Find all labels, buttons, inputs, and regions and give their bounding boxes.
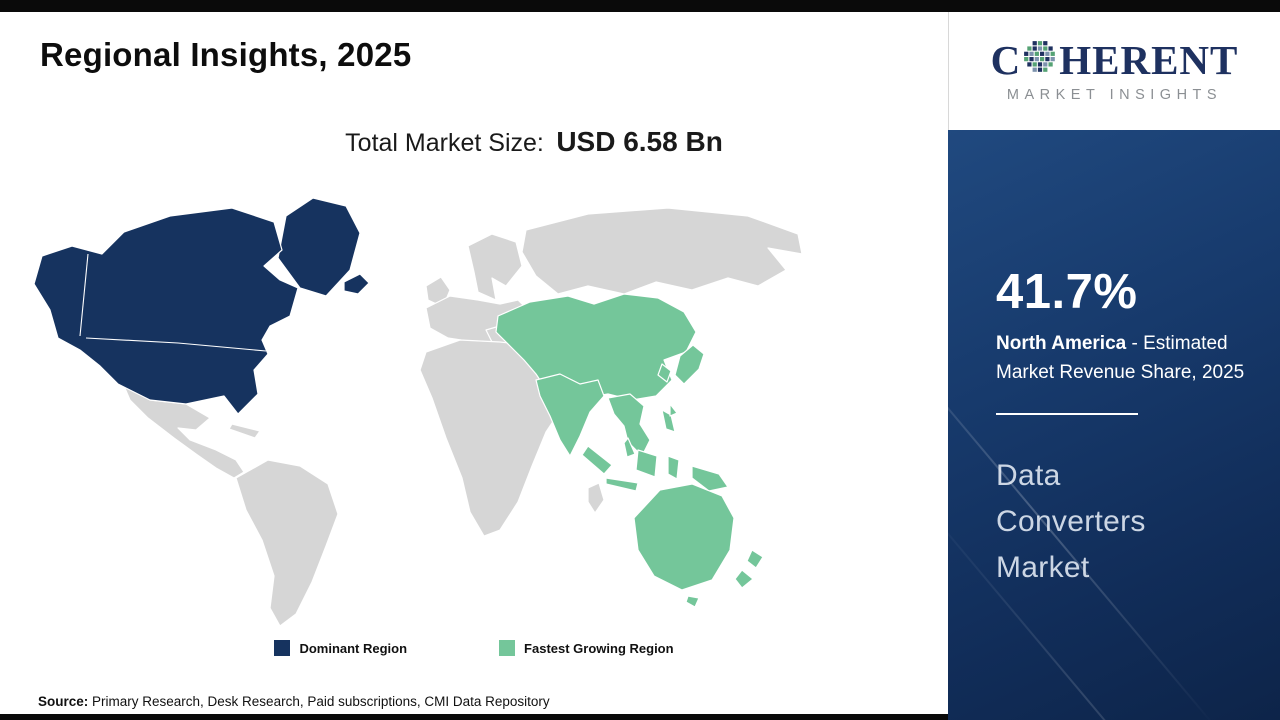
legend-item-dominant: Dominant Region bbox=[274, 640, 407, 656]
panel-divider bbox=[996, 413, 1138, 415]
dominant-region-label: Dominant Region bbox=[299, 640, 408, 656]
market-name-line-2: Converters bbox=[996, 504, 1146, 538]
country-iceland bbox=[343, 273, 370, 295]
total-market-size-label: Total Market Size: bbox=[345, 129, 544, 157]
right-sidebar: C HERENT MARKET INSIGHT bbox=[948, 12, 1280, 720]
country-mexico-central-america bbox=[123, 385, 245, 479]
region-indochina bbox=[607, 393, 651, 457]
region-asia-pacific-fastest-growing bbox=[495, 293, 764, 608]
island-taiwan bbox=[669, 403, 678, 417]
market-share-value: 41.7% bbox=[996, 265, 1138, 319]
country-australia bbox=[633, 483, 735, 591]
main-content-area: Regional Insights, 2025 Total Market Siz… bbox=[0, 12, 948, 720]
market-name-line-3: Market bbox=[996, 550, 1090, 584]
page-title: Regional Insights, 2025 bbox=[40, 36, 412, 73]
source-text: Primary Research, Desk Research, Paid su… bbox=[88, 694, 550, 709]
total-market-size: Total Market Size: USD 6.58 Bn bbox=[0, 126, 948, 158]
island-new-guinea bbox=[691, 465, 729, 492]
alaska-border bbox=[79, 253, 89, 337]
logo-letter-c: C bbox=[990, 37, 1022, 83]
map-legend: Dominant Region Fastest Growing Region bbox=[0, 640, 948, 656]
new-zealand-north bbox=[746, 549, 764, 569]
world-map bbox=[28, 188, 820, 640]
source-label: Source: bbox=[38, 694, 89, 709]
source-line: Source: Primary Research, Desk Research,… bbox=[38, 694, 550, 709]
region-name: North America bbox=[996, 333, 1127, 354]
stat-panel: 41.7% North America - Estimated Market R… bbox=[948, 130, 1280, 720]
island-sumatra bbox=[581, 445, 613, 475]
country-madagascar bbox=[587, 482, 605, 514]
island-java bbox=[605, 477, 639, 492]
logo-tagline: MARKET INSIGHTS bbox=[1006, 87, 1223, 103]
dominant-region-swatch bbox=[274, 640, 291, 656]
country-philippines bbox=[661, 409, 676, 433]
region-description: - Estimated Market Revenue Share, 2025 bbox=[996, 333, 1245, 383]
country-russia bbox=[521, 207, 803, 295]
market-name: Data Converters Market bbox=[996, 453, 1252, 591]
continent-south-america bbox=[235, 459, 339, 627]
top-border-bar bbox=[0, 0, 1280, 12]
island-borneo bbox=[635, 449, 658, 478]
total-market-size-value: USD 6.58 Bn bbox=[556, 126, 723, 157]
region-central-asia-china bbox=[495, 293, 697, 401]
bottom-border-bar bbox=[0, 714, 948, 720]
region-north-america-dominant bbox=[33, 197, 370, 415]
us-canada-border bbox=[85, 337, 267, 352]
country-korea bbox=[657, 363, 672, 383]
country-india bbox=[535, 373, 605, 457]
legend-item-fastest-growing: Fastest Growing Region bbox=[499, 640, 674, 656]
new-zealand-south bbox=[734, 569, 754, 589]
north-america-mainland bbox=[33, 207, 299, 415]
country-cuba bbox=[228, 423, 261, 439]
coherent-logo: C HERENT MARKET INSIGHT bbox=[948, 12, 1280, 130]
fastest-growing-region-label: Fastest Growing Region bbox=[524, 640, 674, 656]
region-scandinavia bbox=[467, 233, 523, 301]
market-share-description: North America - Estimated Market Revenue… bbox=[996, 330, 1254, 387]
fastest-growing-region-swatch bbox=[499, 640, 516, 656]
region-malay-peninsula bbox=[623, 437, 636, 458]
logo-wordmark: C HERENT bbox=[991, 39, 1239, 82]
country-japan bbox=[674, 344, 705, 385]
island-sulawesi bbox=[667, 455, 680, 480]
country-greenland bbox=[277, 197, 361, 297]
market-name-line-1: Data bbox=[996, 459, 1061, 492]
island-tasmania bbox=[685, 595, 700, 608]
globe-mosaic-icon bbox=[1022, 39, 1058, 82]
logo-letters-rest: HERENT bbox=[1059, 37, 1239, 83]
